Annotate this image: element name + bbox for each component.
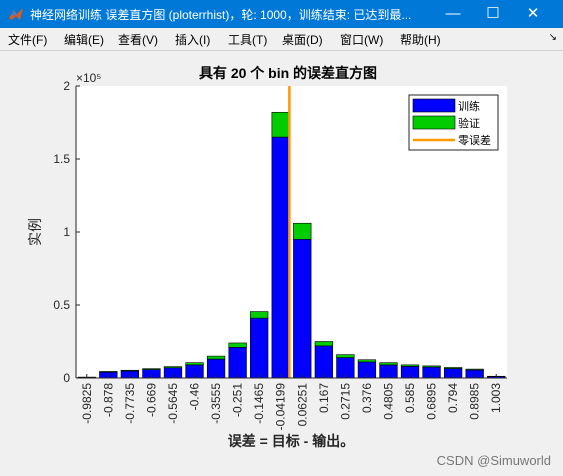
menu-view[interactable]: 查看(V) [118,33,158,47]
legend-label-validation: 验证 [458,116,480,130]
maximize-icon: ☐ [486,5,500,22]
close-icon: ✕ [526,5,540,22]
legend-label-zero-error: 零误差 [458,133,491,147]
title-bar: 神经网络训练 误差直方图 (ploterrhist)，轮: 1000，训练结束:… [0,0,563,28]
bar-validation-15 [400,364,420,367]
bar-validation-1 [99,371,118,373]
menu-tools[interactable]: 工具(T) [228,33,268,47]
bar-validation-16 [422,365,441,368]
bar-train-8 [250,317,269,379]
x-tick-label-13: 0.376 [360,383,374,413]
bar-train-9 [271,136,290,379]
bar-validation-14 [379,362,398,366]
legend: 训练 验证 零误差 [408,94,499,151]
window-title: 神经网络训练 误差直方图 (ploterrhist)，轮: 1000，训练结束:… [30,8,412,22]
bar-validation-9 [271,111,290,138]
matlab-icon [9,8,23,20]
y-tick-label-2: 1 [63,225,70,239]
bar-train-10 [293,239,312,379]
x-tick-label-6: -0.3555 [209,383,223,424]
bar-validation-13 [357,359,377,363]
x-tick-label-7: -0.251 [231,383,245,417]
menu-window[interactable]: 窗口(W) [340,33,384,47]
x-tick-label-3: -0.669 [144,383,158,417]
y-tick-label-4: 2 [63,79,70,93]
x-tick-label-1: -0.878 [101,383,115,417]
x-tick-label-5: -0.46 [188,383,202,411]
bar-validation-4 [163,366,183,369]
bar-validation-5 [185,362,204,366]
x-tick-label-12: 0.2715 [338,383,352,420]
x-tick-label-4: -0.5645 [166,383,180,424]
x-tick-label-2: -0.7735 [123,383,137,424]
legend-label-train: 训练 [458,99,480,113]
x-tick-label-10: 0.06251 [295,383,309,427]
bar-validation-8 [250,311,269,319]
x-tick-label-14: 0.4805 [381,383,395,420]
bar-validation-6 [206,355,226,360]
x-tick-label-16: 0.6895 [425,383,439,420]
menu-edit[interactable]: 编辑(E) [64,33,104,47]
y-axis-label: 实例 [27,218,43,246]
maximize-button[interactable]: ☐ [473,0,513,28]
x-tick-label-8: -0.1465 [252,383,266,424]
menu-help[interactable]: 帮助(H) [400,33,441,47]
bar-validation-3 [142,368,161,370]
x-tick-label-15: 0.585 [403,383,417,413]
bar-validation-17 [443,367,463,369]
menu-desktop[interactable]: 桌面(D) [282,33,323,47]
histogram-figure: 0 0.5 1 1.5 2 -0.9825 -0.878 -0.7735 -0.669 -0.5… [27,65,507,449]
minimize-icon: — [445,5,461,22]
bar-validation-2 [120,369,140,372]
x-tick-label-0: -0.9825 [80,383,94,424]
close-button[interactable]: ✕ [513,0,553,28]
y-tick-label-1: 0.5 [53,298,70,312]
menu-bar: 文件(F) 编辑(E) 查看(V) 插入(I) 工具(T) 桌面(D) 窗口(W… [0,28,563,50]
bar-validation-11 [314,341,333,347]
x-tick-label-17: 0.794 [446,383,460,413]
legend-swatch-train [412,98,456,113]
menu-insert[interactable]: 插入(I) [175,33,211,47]
x-tick-label-18: 0.8985 [468,383,482,420]
dock-arrow-icon[interactable]: ↘ [548,32,557,43]
y-exponent-label: ×10⁵ [76,71,101,85]
bar-validation-10 [293,222,312,240]
x-tick-label-11: 0.167 [317,383,331,413]
chart-title: 具有 20 个 bin 的误差直方图 [198,65,377,81]
watermark: CSDN @Simuworld [436,453,551,468]
bar-validation-18 [465,368,484,371]
bar-train-7 [228,347,247,379]
menu-file[interactable]: 文件(F) [8,33,48,47]
y-tick-label-3: 1.5 [53,152,70,166]
bar-validation-7 [228,342,247,348]
minimize-button[interactable]: — [433,0,473,28]
x-tick-label-9: -0.04199 [274,383,288,431]
menu-divider [0,50,563,51]
x-axis-label: 误差 = 目标 - 输出。 [228,433,354,449]
bar-validation-12 [336,354,355,358]
x-tick-label-19: 1.003 [489,383,503,413]
bar-train-11 [314,345,333,379]
y-tick-label-0: 0 [63,371,70,385]
legend-swatch-validation [412,115,456,130]
